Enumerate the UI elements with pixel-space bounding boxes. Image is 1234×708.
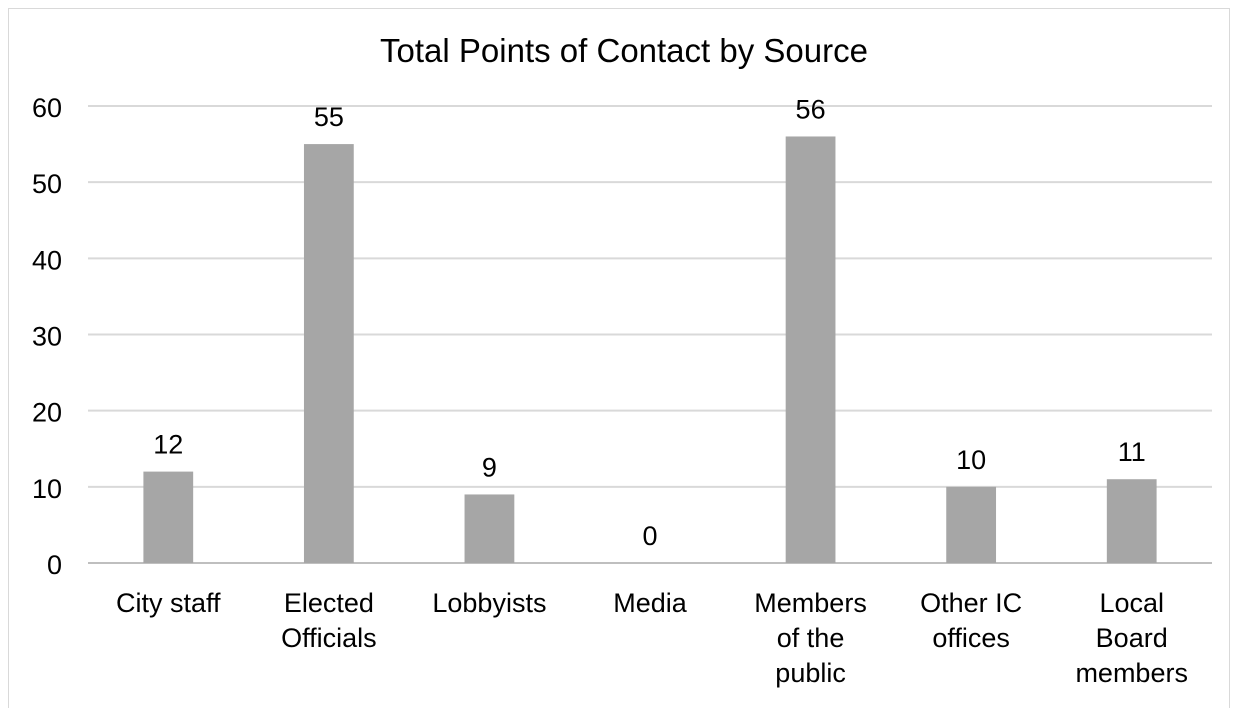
x-tick-label-line: Lobbyists (432, 588, 546, 618)
data-label: 55 (314, 102, 344, 132)
x-tick-label: Elected Officials (281, 588, 377, 653)
y-tick-label: 0 (47, 550, 62, 580)
data-labels: 12 55 9 0 56 10 11 (153, 94, 1145, 551)
bar (785, 136, 836, 563)
gridlines (88, 105, 1212, 564)
x-tick-label-line: City staff (116, 588, 221, 618)
y-tick-label: 60 (32, 93, 62, 123)
y-tick-label: 50 (32, 169, 62, 199)
x-tick-label-line: Other IC (920, 588, 1022, 618)
x-tick-label: City staff (116, 588, 221, 618)
data-label: 10 (956, 445, 986, 475)
y-tick-label: 10 (32, 474, 62, 504)
x-tick-label-line: Media (613, 588, 688, 618)
x-tick-label-line: Board (1096, 623, 1168, 653)
x-tick-label: Local Board members (1075, 588, 1188, 688)
data-label: 56 (796, 94, 826, 124)
y-axis-tick-labels: 0 10 20 30 40 50 60 (32, 93, 62, 580)
bar (464, 494, 515, 563)
x-tick-label-line: public (775, 658, 846, 688)
data-label: 9 (482, 452, 497, 482)
data-label: 0 (642, 521, 657, 551)
y-tick-label: 20 (32, 398, 62, 428)
x-tick-label-line: Local (1099, 588, 1164, 618)
x-axis-tick-labels: City staff Elected Officials Lobbyists Media… (116, 588, 1188, 688)
y-tick-label: 30 (32, 322, 62, 352)
x-tick-label: Members of the public (754, 588, 867, 688)
x-tick-label: Lobbyists (432, 588, 546, 618)
x-tick-label-line: Members (754, 588, 867, 618)
x-tick-label-line: Officials (281, 623, 377, 653)
x-tick-label-line: offices (932, 623, 1010, 653)
y-tick-label: 40 (32, 245, 62, 275)
x-tick-label: Media (613, 588, 688, 618)
x-tick-label: Other IC offices (920, 588, 1022, 653)
bars (143, 136, 1157, 564)
x-tick-label-line: of the (777, 623, 845, 653)
bar (143, 471, 194, 563)
bar (303, 144, 354, 564)
chart-title: Total Points of Contact by Source (380, 32, 868, 69)
x-tick-label-line: members (1075, 658, 1188, 688)
bar (1106, 479, 1157, 563)
chart-frame (8, 8, 1230, 708)
data-label: 11 (1118, 437, 1146, 467)
bar (946, 486, 997, 563)
x-tick-label-line: Elected (284, 588, 374, 618)
data-label: 12 (153, 430, 183, 460)
